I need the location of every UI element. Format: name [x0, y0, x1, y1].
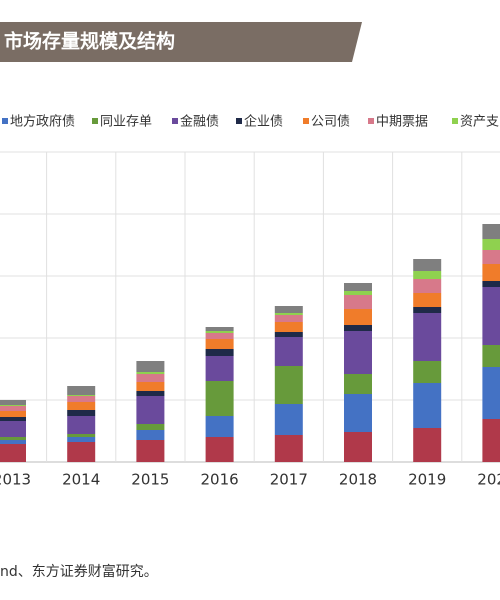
bar-segment: [413, 259, 442, 271]
bar-segment: [413, 293, 442, 307]
legend-marker: [2, 118, 8, 124]
bar-segment: [413, 307, 442, 313]
bar-segment: [344, 432, 372, 462]
bar-segment: [205, 327, 234, 331]
bar-segment: [344, 309, 372, 325]
bar-segment: [136, 374, 165, 382]
x-tick-label: 2013: [0, 471, 31, 489]
bar-segment: [205, 331, 234, 333]
x-tick-label: 2014: [62, 471, 100, 489]
bar-segment: [0, 437, 26, 440]
bar-segment: [67, 402, 96, 410]
bar-segment: [274, 332, 303, 337]
bar-segment: [67, 396, 96, 402]
legend-marker: [368, 118, 374, 124]
bar-segment: [136, 391, 165, 396]
bar-segment: [482, 250, 500, 264]
bar-segment: [344, 291, 372, 295]
bar-segment: [136, 440, 165, 462]
bar-segment: [136, 382, 165, 391]
bar-segment: [482, 224, 500, 239]
bar-segment: [0, 411, 26, 417]
bar-segment: [413, 361, 442, 383]
x-tick-label: 2016: [201, 471, 239, 489]
legend-label: 同业存单: [100, 115, 152, 130]
bar-segment: [0, 400, 26, 405]
bar-segment: [205, 381, 234, 416]
legend-label: 金融债: [180, 114, 219, 130]
legend-label: 公司债: [311, 115, 350, 130]
legend-marker: [172, 118, 178, 124]
bar-segment: [413, 383, 442, 428]
bar-segment: [136, 396, 165, 424]
title-banner: [0, 22, 362, 62]
bar-segment: [67, 386, 96, 395]
legend-marker: [92, 118, 98, 124]
legend-marker: [452, 118, 458, 124]
x-tick-label: 2017: [270, 471, 308, 489]
bar-segment: [67, 416, 96, 434]
bar-segment: [274, 366, 303, 404]
bar-segment: [482, 281, 500, 287]
x-tick-label: 2018: [339, 471, 377, 489]
bar-segment: [205, 349, 234, 356]
bar-segment: [344, 374, 372, 394]
bar-segment: [274, 404, 303, 435]
bar-segment: [482, 287, 500, 345]
bar-segment: [274, 337, 303, 366]
bar-segment: [274, 306, 303, 313]
bar-segment: [482, 239, 500, 250]
bar-segment: [0, 417, 26, 421]
bar-segment: [344, 325, 372, 331]
bar-segment: [274, 315, 303, 322]
bar-segment: [0, 421, 26, 437]
legend-label: 中期票据: [376, 115, 428, 130]
bar-segment: [274, 322, 303, 332]
bar-segment: [205, 416, 234, 437]
bar-segment: [136, 361, 165, 372]
chart-title: 市场存量规模及结构: [4, 30, 175, 53]
bar-segment: [67, 434, 96, 437]
bar-segment: [344, 295, 372, 309]
bar-segment: [136, 372, 165, 374]
bar-segment: [482, 419, 500, 462]
bar-segment: [205, 333, 234, 339]
bar-segment: [0, 405, 26, 406]
bar-segment: [205, 339, 234, 349]
bar-segment: [0, 440, 26, 444]
bar-segment: [482, 264, 500, 281]
legend-label: 企业债: [244, 114, 283, 130]
source-note: nd、东方证券财富研究。: [0, 563, 158, 580]
x-tick-label: 2019: [408, 471, 446, 489]
bar-segment: [205, 437, 234, 462]
bar-segment: [344, 283, 372, 291]
bar-segment: [413, 313, 442, 361]
bar-segment: [67, 410, 96, 416]
bar-segment: [0, 406, 26, 411]
bar-segment: [0, 444, 26, 462]
bar-segment: [413, 279, 442, 293]
legend-label: 地方政府债: [10, 114, 75, 130]
bar-segment: [413, 271, 442, 279]
bar-segment: [344, 394, 372, 432]
x-tick-label: 2020: [477, 471, 500, 489]
x-tick-label: 2015: [131, 471, 169, 489]
legend-marker: [303, 118, 309, 124]
bar-segment: [136, 424, 165, 430]
bar-segment: [136, 430, 165, 440]
bar-segment: [67, 395, 96, 396]
bar-segment: [274, 313, 303, 315]
bar-segment: [67, 442, 96, 462]
legend-marker: [236, 118, 242, 124]
legend-label: 资产支: [460, 115, 499, 130]
bar-segment: [344, 331, 372, 374]
bar-segment: [205, 356, 234, 381]
bar-segment: [413, 428, 442, 462]
bar-segment: [274, 435, 303, 462]
bar-segment: [482, 345, 500, 367]
bar-segment: [482, 367, 500, 419]
bar-segment: [67, 437, 96, 442]
